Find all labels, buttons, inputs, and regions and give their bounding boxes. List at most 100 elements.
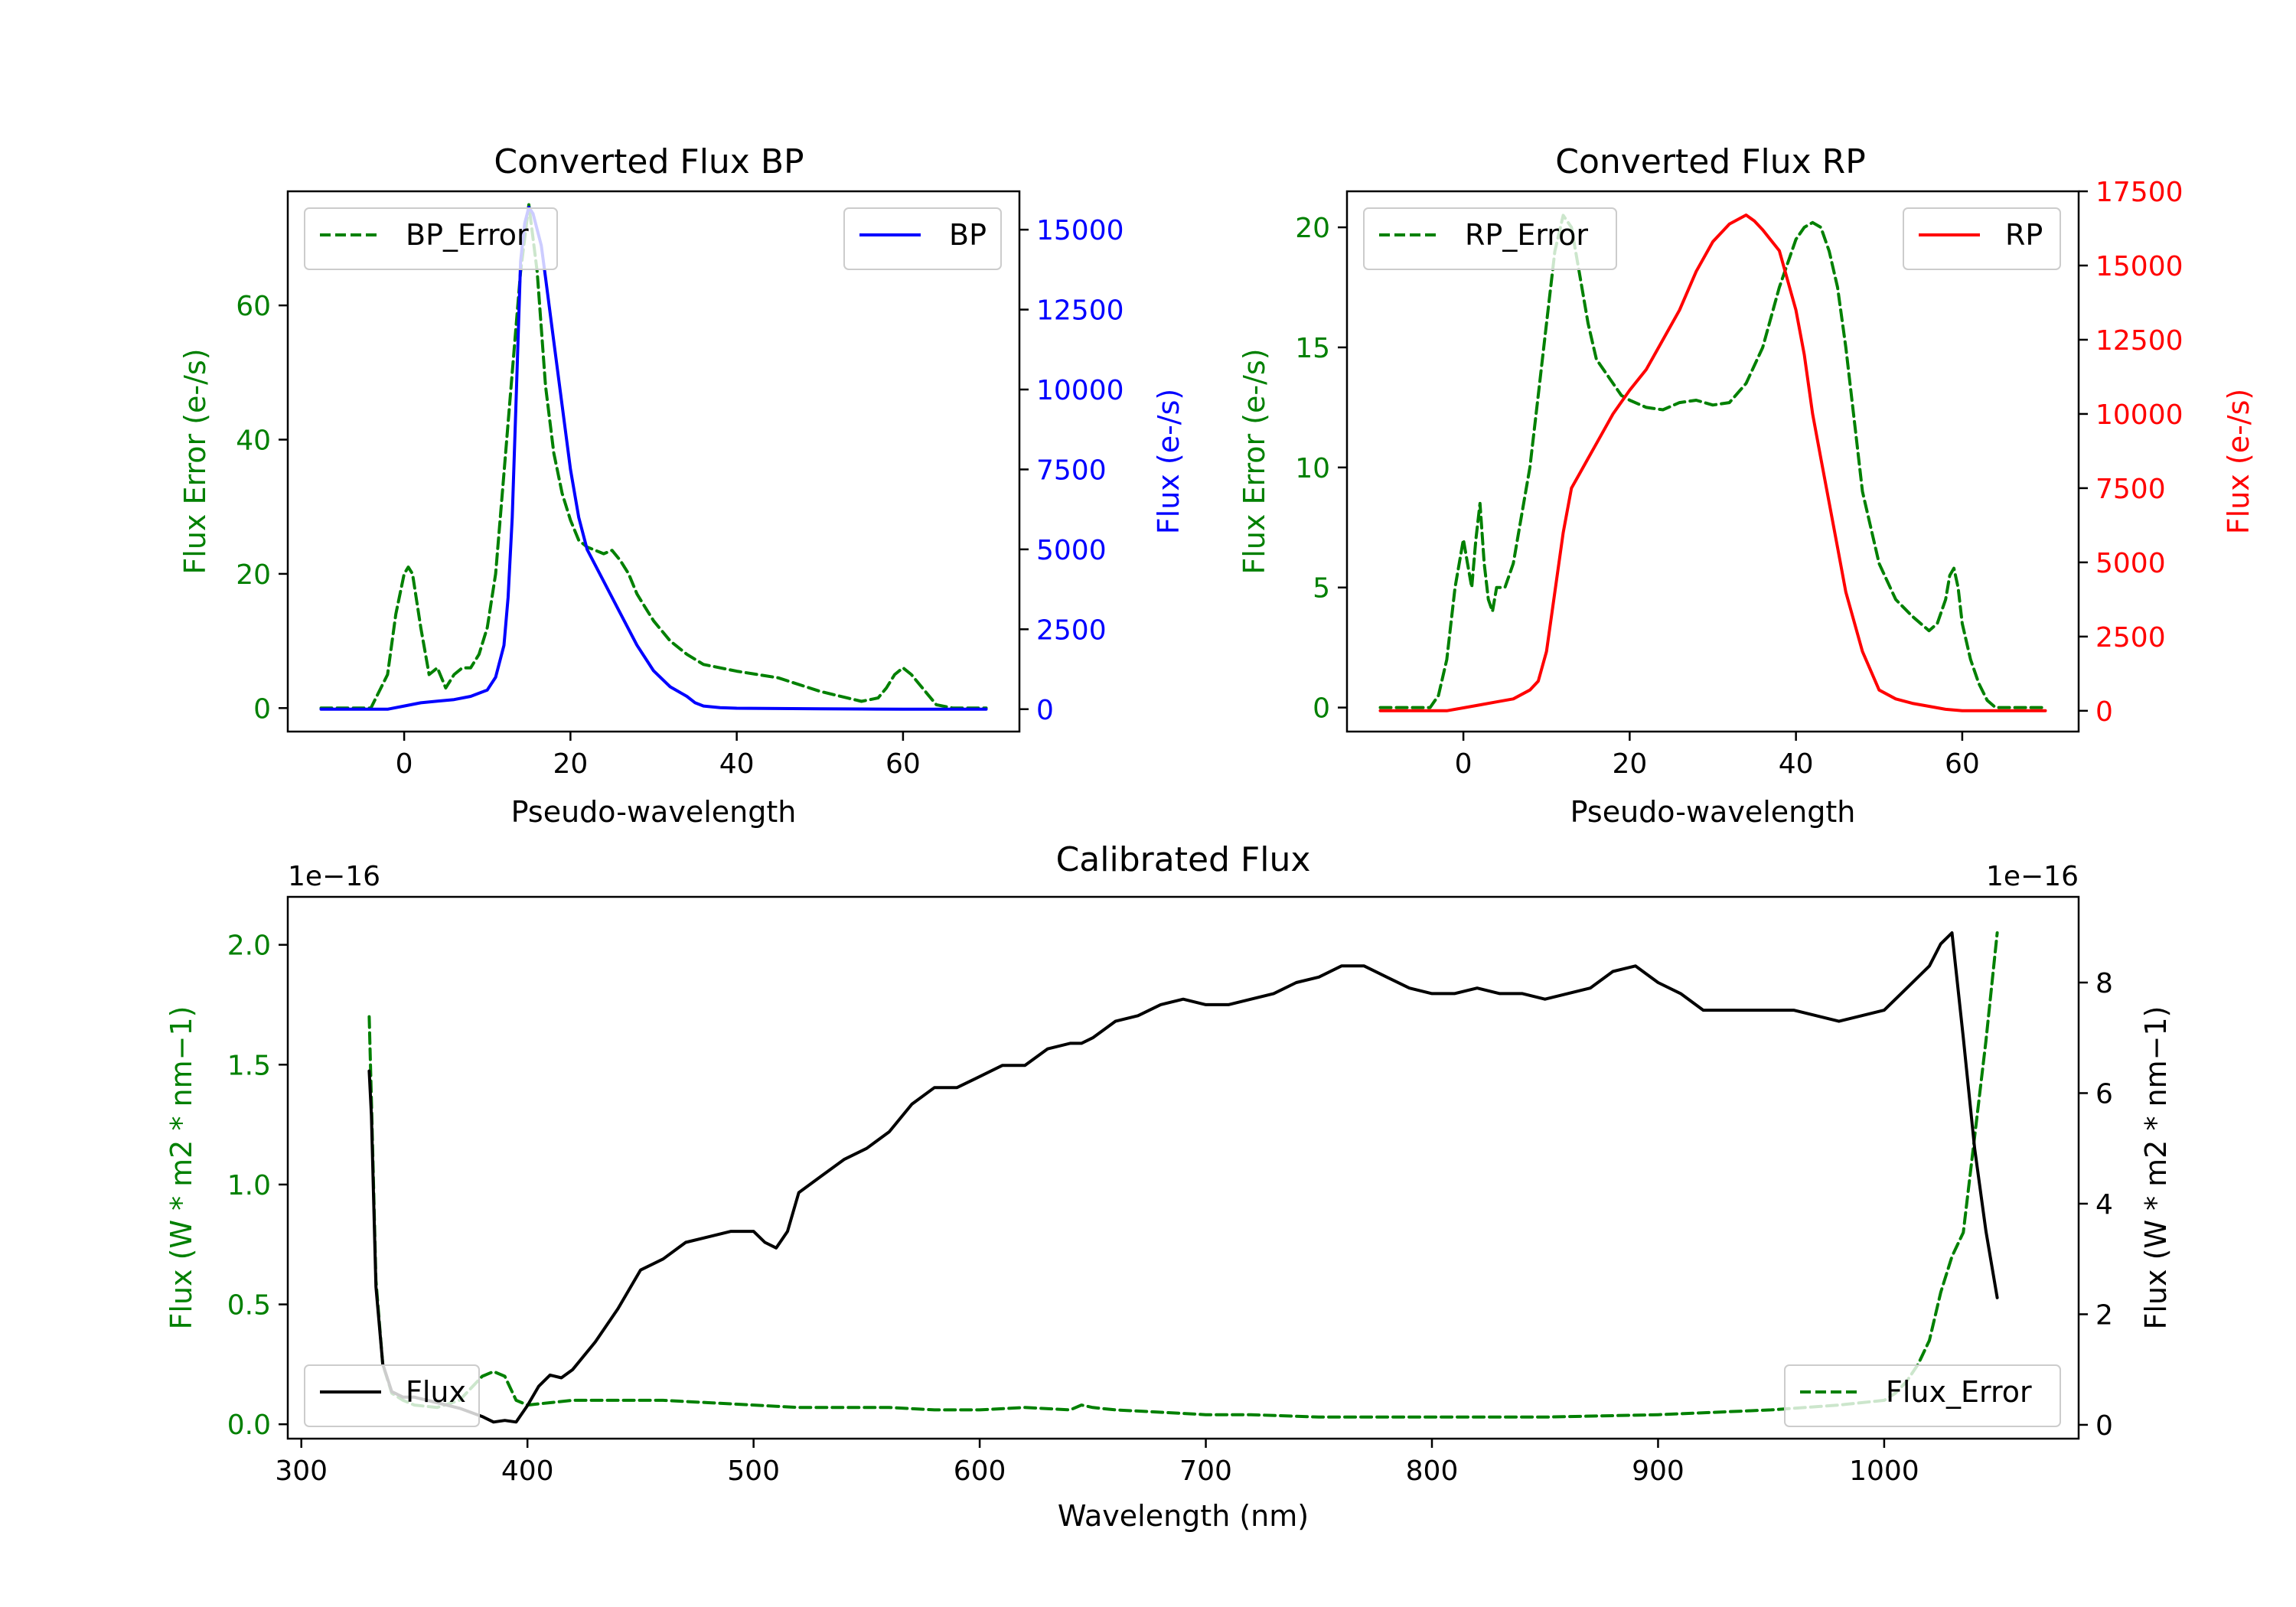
calibrated-left-ylabel: Flux (W * m2 * nm−1): [165, 1006, 198, 1330]
rp-xtick-label: 40: [1779, 748, 1814, 780]
rp-right-ytick-label: 10000: [2095, 399, 2183, 431]
calibrated-right-ytick-label: 8: [2095, 968, 2113, 999]
rp-axes-frame: [1345, 190, 2080, 733]
calibrated-left-ytick-label: 0.0: [227, 1410, 271, 1441]
rp-left-ytick-label: 0: [1313, 693, 1330, 725]
bp-left-ytick-label: 0: [253, 693, 271, 725]
calibrated-right-axis: 0 2 4 6 8: [2079, 968, 2113, 1442]
flux-legend: Flux: [304, 1364, 480, 1427]
bp-right-axis: 0 2500 5000 7500 10000 12500 15000: [1019, 215, 1124, 726]
calibrated-right-ytick-label: 4: [2095, 1189, 2113, 1221]
calibrated-xtick-label: 300: [275, 1455, 328, 1487]
rp-plot-area: [1378, 214, 2047, 712]
bp-error-legend-label: BP_Error: [406, 218, 529, 252]
flux-error-legend: Flux_Error: [1784, 1364, 2061, 1427]
bp-left-ytick-label: 60: [236, 291, 271, 322]
rp-xtick-label: 0: [1455, 748, 1473, 780]
bp-left-axis: 0 20 40 60: [236, 291, 288, 725]
bp-xtick-label: 0: [396, 748, 413, 780]
flux-error-legend-label: Flux_Error: [1886, 1375, 2032, 1409]
rp-x-axis: 0 20 40 60: [1455, 732, 1980, 780]
calibrated-left-offset: 1e−16: [288, 861, 380, 892]
rp-right-ytick-label: 2500: [2095, 622, 2166, 654]
bp-right-ytick-label: 15000: [1036, 215, 1124, 246]
bp-axes-frame: [286, 190, 1021, 733]
bp-right-ytick-label: 10000: [1036, 375, 1124, 406]
rp-panel: Converted Flux RP 0 20 40 60 0 5 10 15 20 0 2500…: [1238, 142, 2255, 829]
rp-left-ytick-label: 5: [1313, 573, 1330, 605]
rp-right-ytick-label: 7500: [2095, 474, 2166, 505]
calibrated-right-ylabel: Flux (W * m2 * nm−1): [2139, 1006, 2173, 1330]
calibrated-plot-area: [367, 931, 1999, 1424]
calibrated-xtick-label: 400: [501, 1455, 554, 1487]
bp-x-axis: 0 20 40 60: [396, 732, 921, 780]
bp-legend: BP: [843, 207, 1002, 270]
rp-left-ytick-label: 10: [1295, 453, 1330, 484]
rp-legend: RP: [1903, 207, 2061, 270]
rp-left-ytick-label: 20: [1295, 213, 1330, 244]
calibrated-right-ytick-label: 0: [2095, 1410, 2113, 1442]
bp-series-bp: [319, 205, 988, 711]
bp-xtick-label: 60: [885, 748, 921, 780]
rp-right-ytick-label: 12500: [2095, 325, 2183, 357]
bp-xtick-label: 20: [553, 748, 588, 780]
calibrated-right-offset: 1e−16: [1986, 861, 2079, 892]
calibrated-xtick-label: 1000: [1849, 1455, 1919, 1487]
rp-xtick-label: 60: [1945, 748, 1980, 780]
bp-plot-area: [319, 203, 988, 711]
calibrated-right-ytick-label: 2: [2095, 1299, 2113, 1331]
bp-right-ytick-label: 0: [1036, 695, 1054, 726]
calibrated-axes-frame: [286, 895, 2080, 1440]
rp-title: Converted Flux RP: [1555, 142, 1866, 181]
calibrated-xtick-label: 500: [727, 1455, 780, 1487]
rp-xlabel: Pseudo-wavelength: [1570, 795, 1856, 829]
bp-right-ytick-label: 2500: [1036, 614, 1107, 646]
rp-xtick-label: 20: [1612, 748, 1647, 780]
calibrated-xlabel: Wavelength (nm): [1058, 1499, 1309, 1533]
bp-left-ytick-label: 40: [236, 425, 271, 456]
rp-left-ylabel: Flux Error (e-/s): [1238, 348, 1271, 574]
calibrated-left-ytick-label: 1.0: [227, 1170, 271, 1201]
bp-right-ytick-label: 7500: [1036, 455, 1107, 486]
bp-xtick-label: 40: [719, 748, 755, 780]
calibrated-xtick-label: 900: [1632, 1455, 1684, 1487]
bp-series-bp-error: [319, 203, 988, 710]
rp-right-ytick-label: 5000: [2095, 548, 2166, 579]
calibrated-left-ytick-label: 0.5: [227, 1290, 271, 1322]
rp-right-ytick-label: 17500: [2095, 177, 2183, 208]
rp-error-legend-label: RP_Error: [1465, 218, 1588, 252]
calibrated-left-axis: 0.0 0.5 1.0 1.5 2.0: [227, 931, 288, 1441]
calibrated-series-flux-error: [367, 931, 1999, 1419]
rp-right-axis: 0 2500 5000 7500 10000 12500 15000 17500: [2079, 177, 2183, 728]
rp-series-rp-error: [1378, 214, 2047, 709]
rp-error-legend: RP_Error: [1363, 207, 1617, 270]
calibrated-panel: Calibrated Flux 300 400 500 600 700 800 900 100…: [165, 840, 2173, 1533]
bp-title: Converted Flux BP: [494, 142, 804, 181]
calibrated-xtick-label: 700: [1179, 1455, 1232, 1487]
calibrated-title: Calibrated Flux: [1056, 840, 1311, 879]
rp-series-rp: [1378, 214, 2047, 712]
rp-left-ytick-label: 15: [1295, 333, 1330, 364]
bp-legend-label: BP: [949, 218, 987, 252]
flux-legend-label: Flux: [406, 1375, 466, 1409]
calibrated-xtick-label: 600: [954, 1455, 1006, 1487]
rp-right-ytick-label: 0: [2095, 696, 2113, 728]
calibrated-left-ytick-label: 1.5: [227, 1050, 271, 1081]
bp-right-ytick-label: 5000: [1036, 535, 1107, 566]
calibrated-left-ytick-label: 2.0: [227, 931, 271, 962]
calibrated-x-axis: 300 400 500 600 700 800 900 1000: [275, 1439, 1919, 1487]
calibrated-xtick-label: 800: [1406, 1455, 1459, 1487]
bp-error-legend: BP_Error: [304, 207, 558, 270]
rp-right-ytick-label: 15000: [2095, 251, 2183, 282]
bp-right-ytick-label: 12500: [1036, 295, 1124, 327]
rp-legend-label: RP: [2005, 218, 2043, 252]
calibrated-series-flux: [367, 931, 1999, 1424]
bp-panel: Converted Flux BP 0 20 40 60 0 20 40 60 0 2500 5…: [178, 142, 1186, 829]
bp-right-ylabel: Flux (e-/s): [1152, 389, 1186, 534]
rp-left-axis: 0 5 10 15 20: [1295, 213, 1347, 725]
bp-left-ytick-label: 20: [236, 559, 271, 591]
calibrated-right-ytick-label: 6: [2095, 1078, 2113, 1110]
rp-right-ylabel: Flux (e-/s): [2222, 389, 2255, 534]
bp-left-ylabel: Flux Error (e-/s): [178, 348, 212, 574]
